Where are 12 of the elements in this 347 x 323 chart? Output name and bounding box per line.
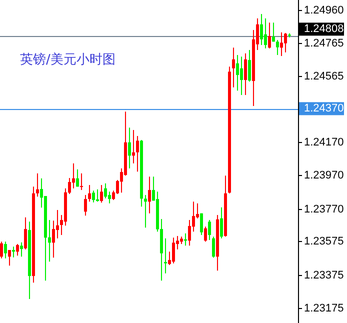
y-tick-label: 1.24960 [304, 4, 344, 16]
ref-line-label: 1.24808 [304, 23, 344, 36]
text: 英镑/美元小时图 [20, 52, 116, 68]
y-tick-label: 1.23175 [304, 302, 344, 314]
y-tick-label: 1.24765 [304, 38, 344, 50]
ref-line-label: 1.24370 [304, 102, 344, 115]
y-tick-label: 1.23970 [304, 170, 344, 182]
y-tick-label: 1.24565 [304, 70, 344, 82]
y-tick-label: 1.23375 [304, 270, 344, 282]
y-tick-label: 1.23575 [304, 236, 344, 248]
y-tick-label: 1.23770 [304, 204, 344, 216]
y-tick-label: 1.24170 [304, 136, 344, 148]
